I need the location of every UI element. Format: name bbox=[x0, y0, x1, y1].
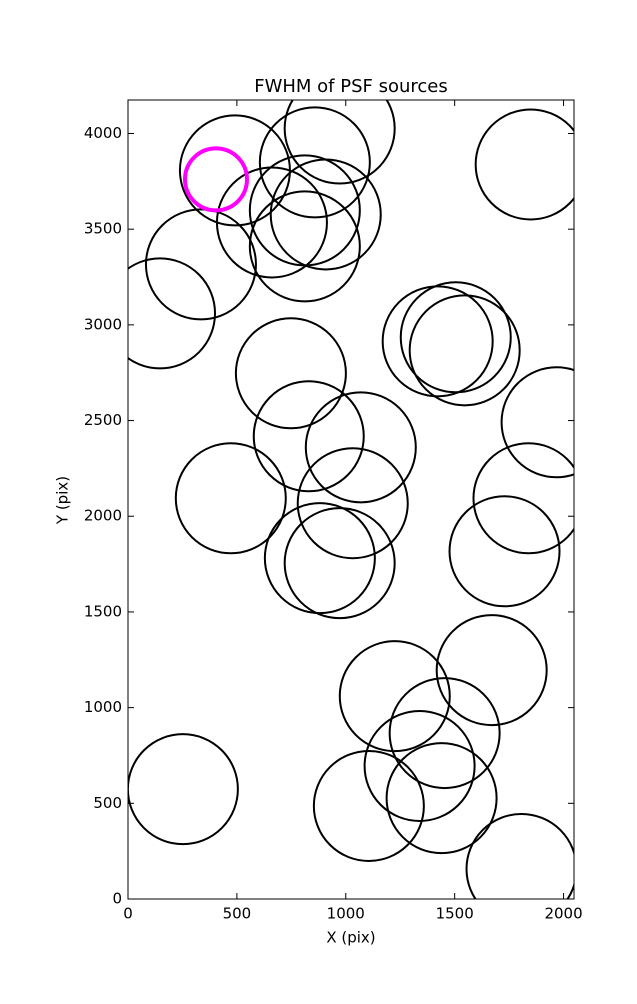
x-tick-label: 1000 bbox=[327, 905, 365, 923]
y-tick-label: 3000 bbox=[84, 315, 122, 333]
y-tick-label: 2000 bbox=[84, 507, 122, 525]
point bbox=[269, 158, 382, 271]
point bbox=[472, 442, 574, 555]
point bbox=[304, 391, 417, 504]
x-tick-label: 500 bbox=[223, 905, 252, 923]
point bbox=[363, 709, 476, 822]
point bbox=[283, 100, 396, 185]
point bbox=[465, 812, 574, 899]
point bbox=[263, 502, 376, 615]
point bbox=[283, 507, 396, 620]
point bbox=[252, 380, 365, 493]
point bbox=[435, 614, 548, 727]
point bbox=[448, 495, 561, 608]
y-tick-label: 0 bbox=[112, 890, 122, 908]
point bbox=[399, 281, 512, 394]
point bbox=[381, 285, 494, 398]
point bbox=[174, 442, 287, 555]
point bbox=[234, 317, 347, 430]
point bbox=[474, 108, 574, 221]
x-tick-label: 1500 bbox=[436, 905, 474, 923]
axes-frame bbox=[127, 99, 575, 900]
point bbox=[388, 677, 501, 790]
y-tick-label: 3500 bbox=[84, 220, 122, 238]
point bbox=[338, 640, 451, 753]
chart-title: FWHM of PSF sources bbox=[254, 76, 448, 97]
y-tick-label: 1500 bbox=[84, 602, 122, 620]
y-axis-label: Y (pix) bbox=[54, 476, 72, 525]
x-tick-label: 2000 bbox=[544, 905, 582, 923]
point bbox=[408, 294, 521, 407]
point bbox=[312, 749, 425, 862]
point bbox=[500, 366, 574, 479]
point bbox=[128, 257, 216, 370]
y-tick-label: 500 bbox=[93, 794, 122, 812]
point bbox=[296, 447, 409, 560]
x-axis-label: X (pix) bbox=[326, 929, 375, 947]
point bbox=[128, 733, 239, 846]
point bbox=[182, 146, 249, 213]
y-tick-label: 1000 bbox=[84, 698, 122, 716]
point bbox=[248, 190, 361, 303]
plot-area bbox=[128, 100, 574, 899]
point bbox=[258, 106, 371, 219]
point bbox=[385, 742, 498, 855]
point bbox=[144, 208, 257, 321]
x-tick-label: 0 bbox=[123, 905, 133, 923]
y-tick-label: 2500 bbox=[84, 411, 122, 429]
y-tick-label: 4000 bbox=[84, 124, 122, 142]
